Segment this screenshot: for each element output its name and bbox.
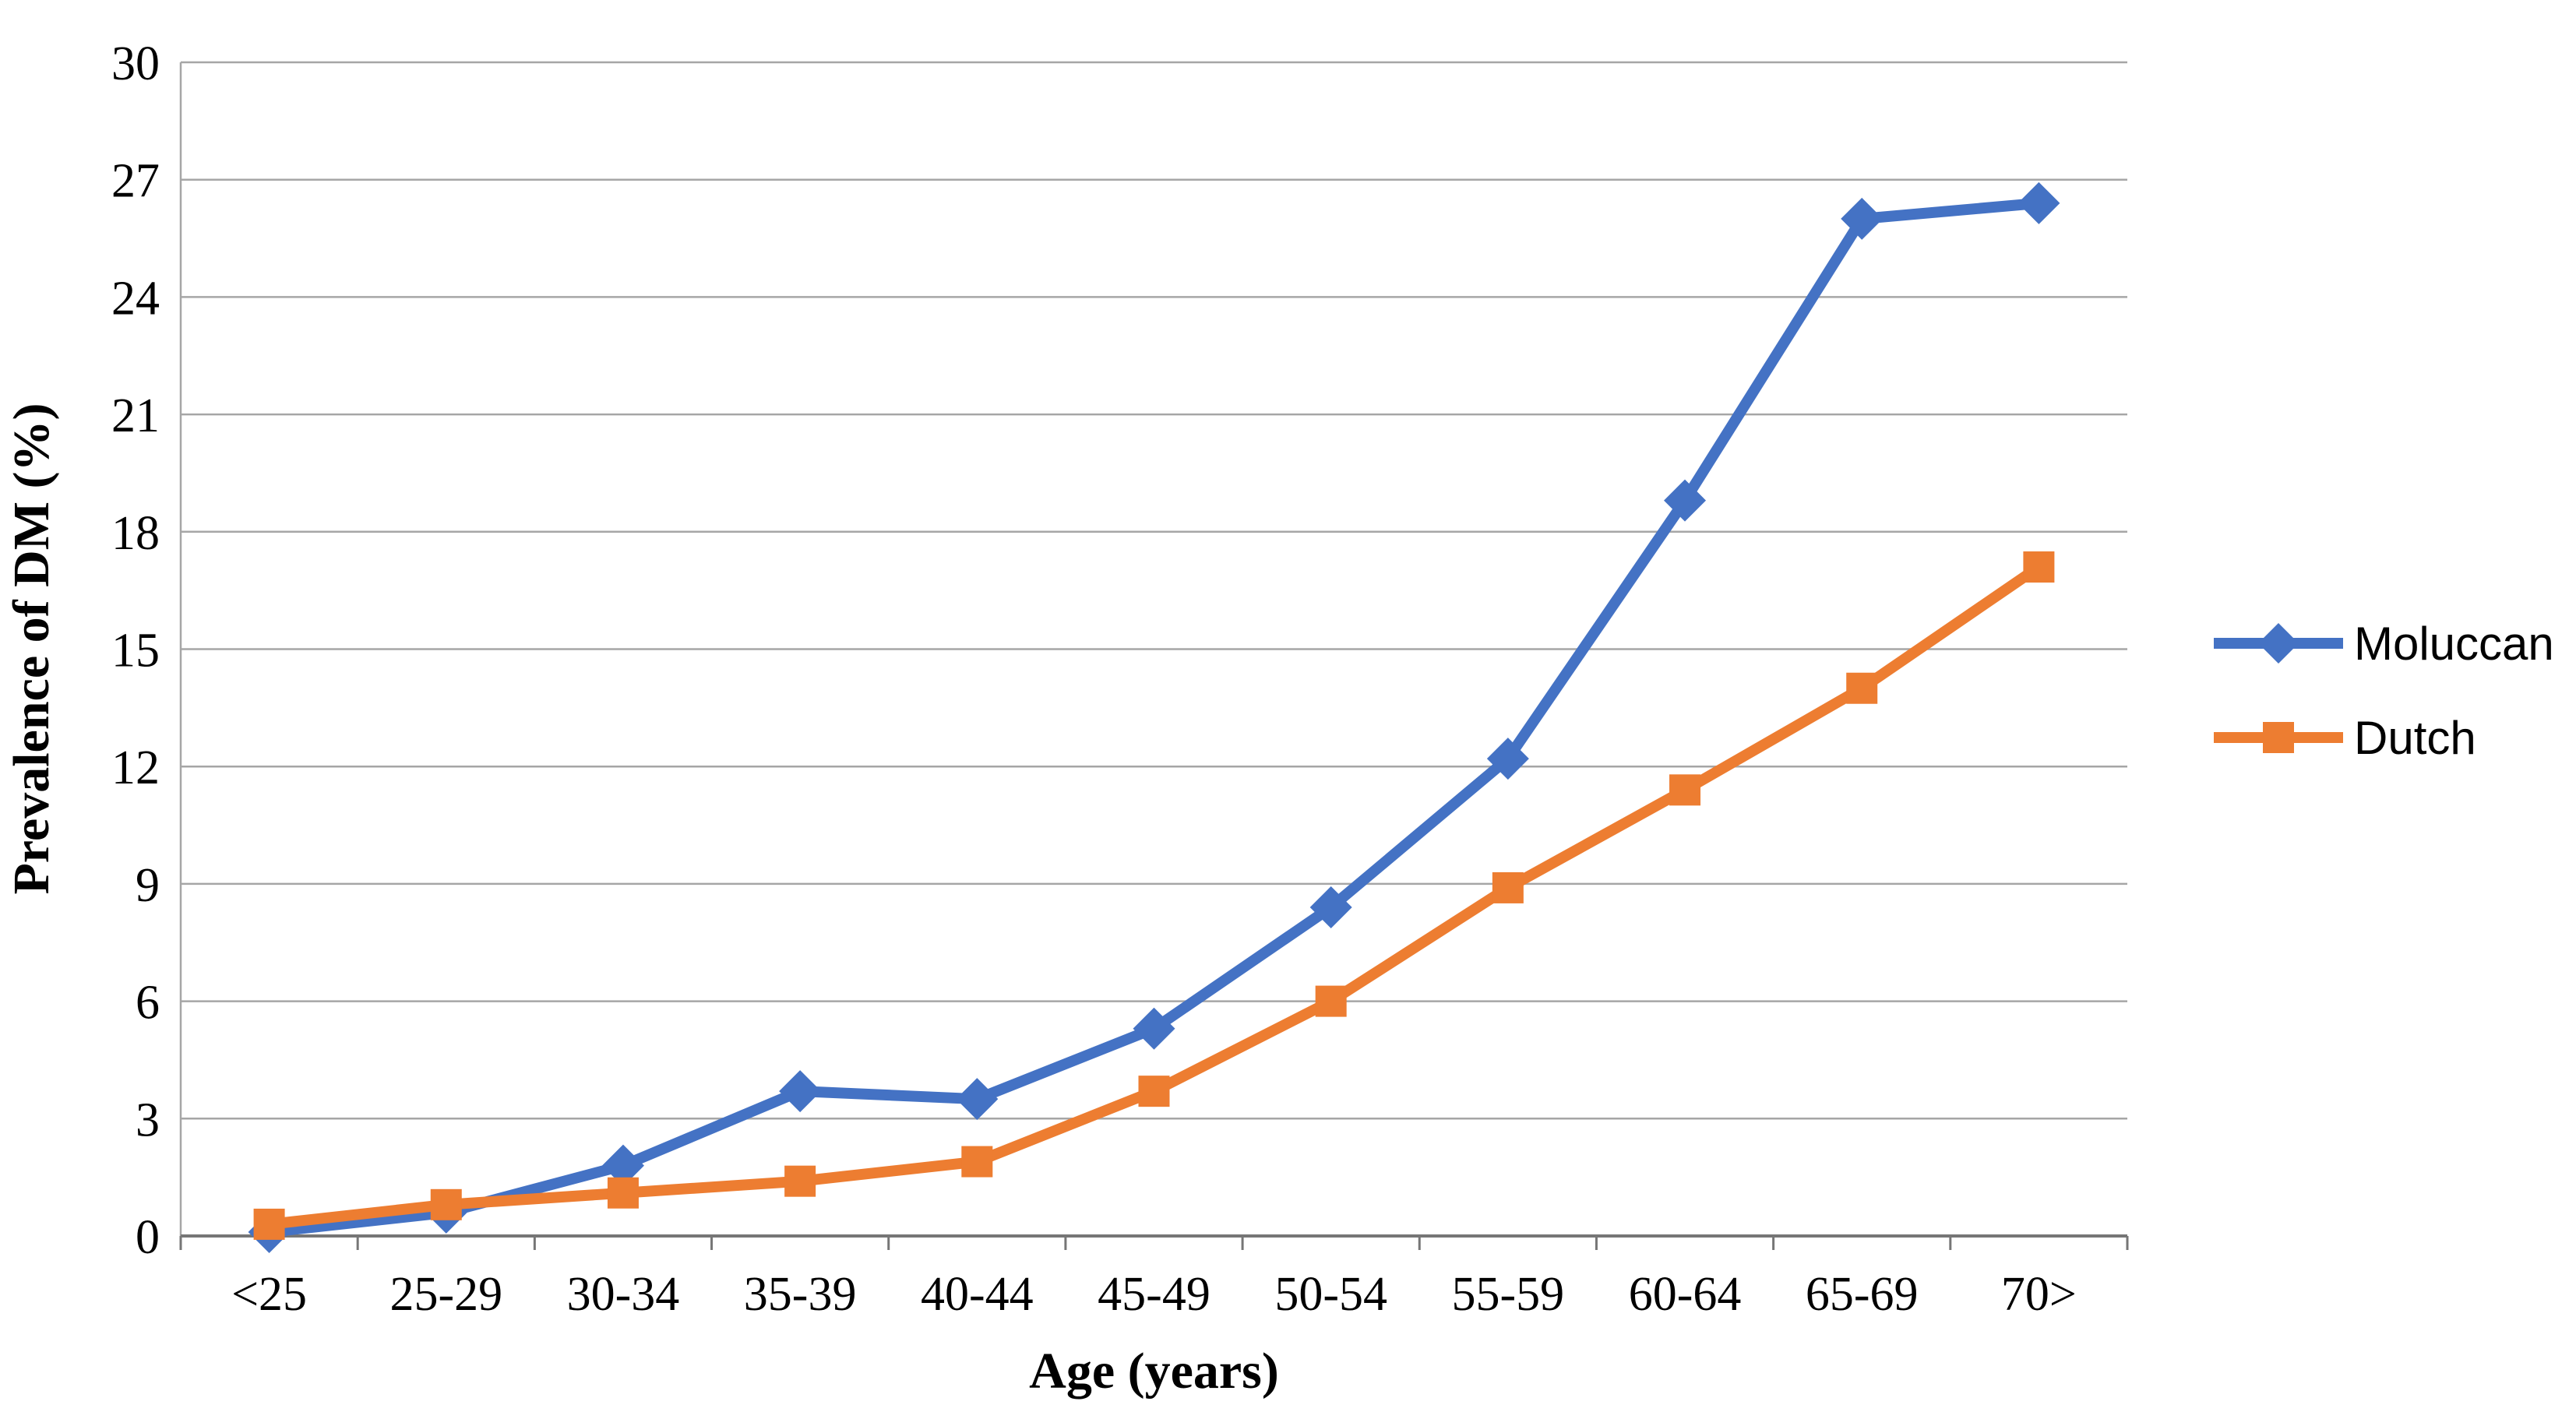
data-point-moluccan <box>2017 181 2060 224</box>
data-point-dutch <box>253 1208 285 1240</box>
x-tick-label: 65-69 <box>1806 1268 1919 1321</box>
legend-square-marker <box>2263 722 2294 753</box>
legend-label-dutch: Dutch <box>2354 712 2476 764</box>
legend-diamond-marker <box>2258 623 2299 664</box>
y-tick-label: 24 <box>111 272 160 325</box>
y-tick-label: 6 <box>136 977 160 1030</box>
data-point-dutch <box>961 1146 993 1178</box>
y-tick-label: 0 <box>136 1211 160 1264</box>
data-point-dutch <box>784 1165 816 1197</box>
y-tick-label: 12 <box>111 741 160 794</box>
x-tick-label: 25-29 <box>389 1268 502 1321</box>
data-point-dutch <box>430 1188 462 1220</box>
data-point-dutch <box>607 1177 639 1209</box>
x-tick-label: 55-59 <box>1452 1268 1565 1321</box>
x-tick-label: 45-49 <box>1098 1268 1210 1321</box>
x-axis-title: Age (years) <box>1029 1343 1279 1400</box>
y-tick-label: 30 <box>111 37 160 90</box>
data-point-moluccan <box>1486 738 1529 780</box>
legend-label-moluccan: Moluccan <box>2354 618 2554 670</box>
data-point-dutch <box>1669 774 1701 806</box>
x-tick-label: 40-44 <box>921 1268 1034 1321</box>
x-tick-label: <25 <box>231 1268 307 1321</box>
x-tick-label: 50-54 <box>1274 1268 1387 1321</box>
y-tick-label: 27 <box>111 155 160 208</box>
data-point-moluccan <box>1841 197 1884 240</box>
data-point-moluccan <box>779 1070 822 1113</box>
data-point-dutch <box>1138 1076 1170 1107</box>
x-tick-label: 35-39 <box>744 1268 857 1321</box>
data-point-dutch <box>1492 871 1524 903</box>
data-point-dutch <box>2023 551 2055 583</box>
data-point-dutch <box>1846 672 1878 704</box>
data-point-moluccan <box>1309 886 1352 929</box>
x-tick-label: 60-64 <box>1629 1268 1742 1321</box>
y-tick-label: 15 <box>111 625 160 678</box>
data-point-moluccan <box>601 1144 644 1187</box>
data-point-moluccan <box>1664 479 1707 522</box>
y-tick-label: 18 <box>111 507 160 560</box>
data-point-moluccan <box>1133 1007 1175 1050</box>
y-tick-label: 9 <box>136 859 160 912</box>
y-tick-label: 3 <box>136 1093 160 1146</box>
y-tick-label: 21 <box>111 389 160 442</box>
y-axis-title: Prevalence of DM (%) <box>3 403 60 894</box>
x-tick-label: 70> <box>2001 1268 2077 1321</box>
series-line-dutch <box>263 562 2045 1230</box>
data-point-moluccan <box>956 1078 999 1121</box>
x-tick-label: 30-34 <box>567 1268 680 1321</box>
data-point-dutch <box>1315 985 1347 1017</box>
